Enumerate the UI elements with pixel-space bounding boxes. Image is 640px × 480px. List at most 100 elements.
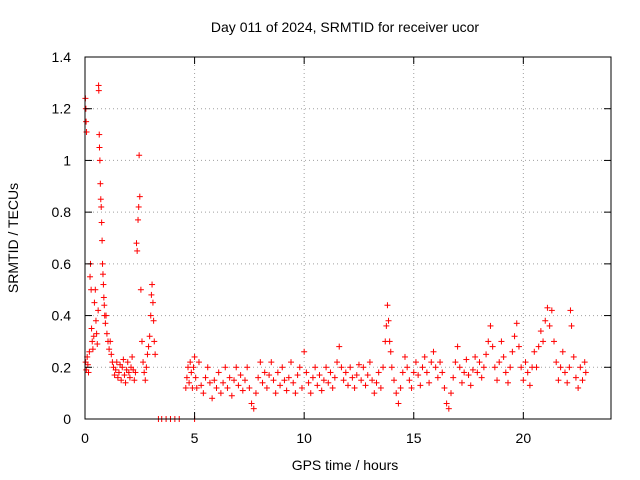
grid bbox=[85, 57, 611, 419]
data-point bbox=[570, 353, 577, 360]
data-point bbox=[546, 322, 553, 329]
data-point bbox=[191, 353, 198, 360]
x-tick-label: 10 bbox=[296, 430, 312, 446]
data-point bbox=[485, 338, 492, 345]
data-point bbox=[98, 219, 105, 226]
data-point bbox=[358, 377, 365, 384]
data-point bbox=[182, 384, 189, 391]
data-point bbox=[535, 343, 542, 350]
data-point bbox=[555, 377, 562, 384]
data-point bbox=[183, 374, 190, 381]
data-point bbox=[448, 390, 455, 397]
data-point bbox=[215, 369, 222, 376]
data-point bbox=[152, 351, 159, 358]
data-point bbox=[288, 359, 295, 366]
x-tick-label: 15 bbox=[406, 430, 422, 446]
data-point bbox=[107, 338, 114, 345]
data-point bbox=[92, 317, 99, 324]
data-point bbox=[102, 320, 109, 327]
data-point bbox=[108, 351, 115, 358]
data-point bbox=[353, 372, 360, 379]
data-point bbox=[124, 359, 131, 366]
data-point bbox=[140, 359, 147, 366]
data-point bbox=[472, 353, 479, 360]
data-point bbox=[342, 369, 349, 376]
data-point bbox=[97, 196, 104, 203]
data-point bbox=[511, 333, 518, 340]
data-point bbox=[572, 374, 579, 381]
data-point bbox=[329, 384, 336, 391]
data-point bbox=[231, 377, 238, 384]
data-point bbox=[496, 359, 503, 366]
data-point bbox=[292, 390, 299, 397]
data-point bbox=[193, 384, 200, 391]
data-point bbox=[544, 304, 551, 311]
data-point bbox=[151, 338, 158, 345]
data-point bbox=[95, 87, 102, 94]
data-point bbox=[147, 312, 154, 319]
data-point bbox=[84, 361, 91, 368]
data-point bbox=[136, 152, 143, 159]
data-point bbox=[520, 377, 527, 384]
data-point bbox=[456, 364, 463, 371]
data-point bbox=[259, 379, 266, 386]
data-point bbox=[349, 374, 356, 381]
data-point bbox=[202, 374, 209, 381]
data-point bbox=[129, 353, 136, 360]
data-point bbox=[91, 299, 98, 306]
data-point bbox=[114, 374, 121, 381]
data-point bbox=[443, 400, 450, 407]
data-point bbox=[143, 364, 150, 371]
data-point bbox=[222, 364, 229, 371]
data-point bbox=[489, 343, 496, 350]
data-point bbox=[388, 364, 395, 371]
data-point bbox=[454, 343, 461, 350]
data-point bbox=[101, 302, 108, 309]
y-tick-label: 0.4 bbox=[52, 308, 72, 324]
data-point bbox=[149, 299, 156, 306]
data-point bbox=[478, 374, 485, 381]
y-tick-label: 0.2 bbox=[52, 359, 72, 375]
data-point bbox=[480, 364, 487, 371]
data-point bbox=[150, 317, 157, 324]
data-point bbox=[347, 364, 354, 371]
data-point bbox=[298, 384, 305, 391]
data-point bbox=[87, 273, 94, 280]
data-point bbox=[450, 374, 457, 381]
data-point bbox=[375, 369, 382, 376]
data-point bbox=[336, 343, 343, 350]
data-point bbox=[141, 369, 148, 376]
data-point bbox=[476, 359, 483, 366]
data-point bbox=[559, 348, 566, 355]
data-point bbox=[301, 348, 308, 355]
data-point bbox=[553, 359, 560, 366]
data-point bbox=[83, 128, 90, 135]
data-point bbox=[226, 374, 233, 381]
data-point bbox=[331, 374, 338, 381]
data-point bbox=[531, 348, 538, 355]
data-point bbox=[383, 322, 390, 329]
data-point bbox=[248, 400, 255, 407]
data-point bbox=[145, 343, 152, 350]
data-point bbox=[228, 392, 235, 399]
data-point bbox=[360, 364, 367, 371]
data-point bbox=[518, 364, 525, 371]
data-point bbox=[270, 377, 277, 384]
data-point bbox=[285, 374, 292, 381]
data-point bbox=[186, 379, 193, 386]
data-point bbox=[113, 359, 120, 366]
data-point bbox=[548, 307, 555, 314]
data-point bbox=[483, 351, 490, 358]
data-point bbox=[320, 377, 327, 384]
data-point bbox=[103, 330, 110, 337]
data-point bbox=[327, 369, 334, 376]
data-point bbox=[500, 353, 507, 360]
data-point bbox=[115, 369, 122, 376]
data-point bbox=[148, 291, 155, 298]
data-point bbox=[408, 384, 415, 391]
data-point bbox=[274, 369, 281, 376]
data-point bbox=[428, 359, 435, 366]
data-point bbox=[224, 384, 231, 391]
data-point bbox=[137, 286, 144, 293]
data-point bbox=[371, 390, 378, 397]
